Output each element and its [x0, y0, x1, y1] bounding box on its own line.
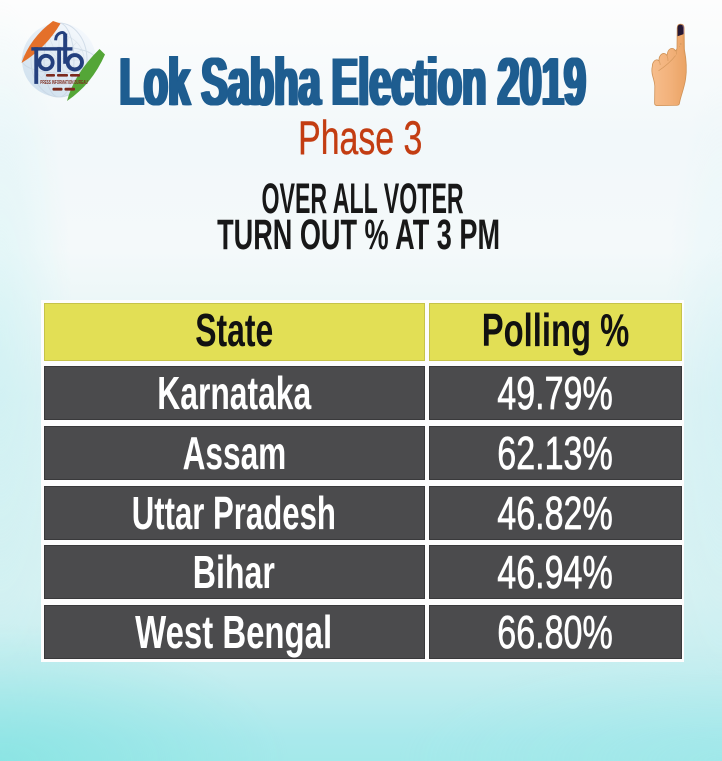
svg-text:PRESS INFORMATION BUREAU: PRESS INFORMATION BUREAU [40, 80, 88, 86]
